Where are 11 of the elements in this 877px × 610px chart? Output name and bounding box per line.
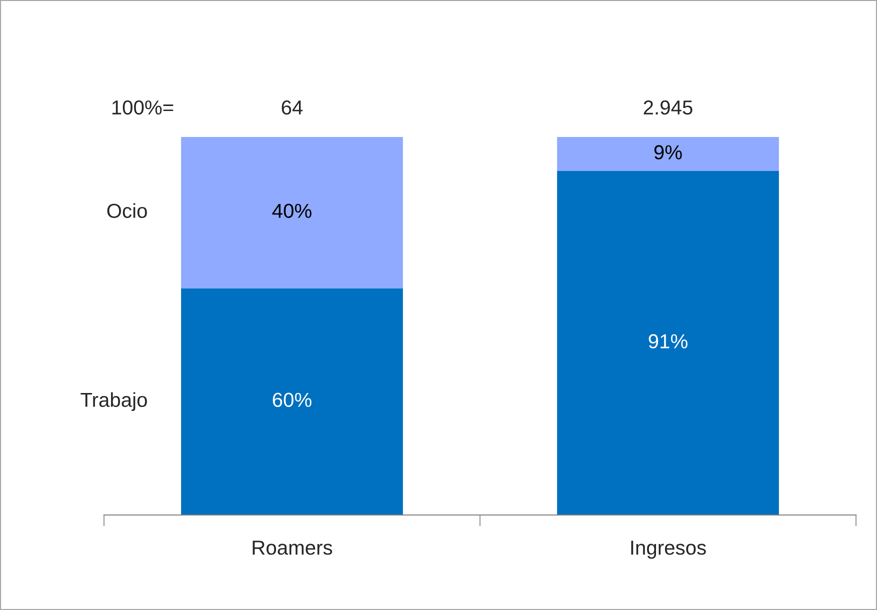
data-label: 40%	[272, 204, 312, 218]
data-label: 60%	[272, 392, 312, 408]
series-label: Trabajo	[80, 392, 147, 411]
annotation: 2.945	[644, 100, 692, 115]
x-tick-label: Roamers	[252, 540, 332, 555]
data-label: 9%	[654, 145, 682, 160]
series-label: Ocio	[107, 203, 147, 218]
x-tick-label: Ingresos	[631, 540, 706, 559]
annotation: 64	[282, 100, 303, 115]
text: 100%=	[112, 100, 174, 115]
data-label: 91%	[648, 334, 688, 348]
